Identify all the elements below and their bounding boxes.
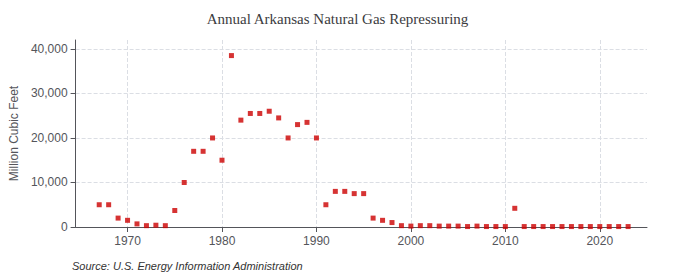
svg-text:30,000: 30,000 (31, 86, 68, 100)
svg-text:1970: 1970 (114, 234, 141, 248)
svg-text:Million Cubic Feet: Million Cubic Feet (7, 85, 21, 181)
svg-text:Source: U.S. Energy Informatio: Source: U.S. Energy Information Administ… (72, 260, 303, 272)
svg-text:2020: 2020 (586, 234, 613, 248)
svg-text:10,000: 10,000 (31, 175, 68, 189)
svg-text:40,000: 40,000 (31, 42, 68, 56)
svg-text:2010: 2010 (492, 234, 519, 248)
svg-text:1990: 1990 (303, 234, 330, 248)
svg-text:2000: 2000 (398, 234, 425, 248)
svg-text:0: 0 (61, 220, 68, 234)
svg-text:20,000: 20,000 (31, 131, 68, 145)
svg-text:1980: 1980 (209, 234, 236, 248)
svg-text:Annual Arkansas Natural Gas Re: Annual Arkansas Natural Gas Repressuring (207, 11, 469, 27)
